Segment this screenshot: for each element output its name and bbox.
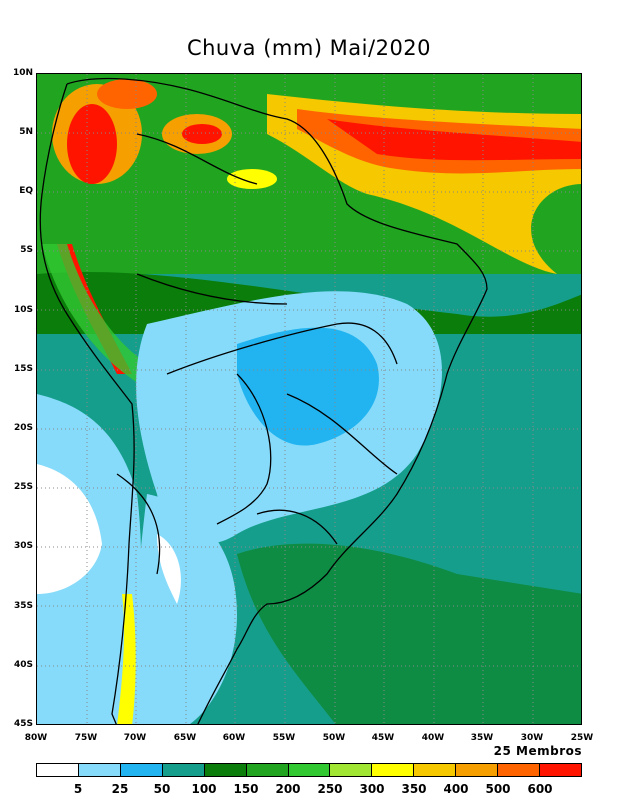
colorbar-cell xyxy=(330,764,373,776)
lat-label-5s: 5S xyxy=(20,245,33,255)
map-title: Chuva (mm) Mai/2020 xyxy=(186,36,432,60)
lon-label-35w: 35W xyxy=(470,733,494,743)
colorbar-label: 350 xyxy=(401,782,427,796)
coastline xyxy=(39,77,488,724)
colorbar-label: 100 xyxy=(191,782,217,796)
graticule xyxy=(37,74,581,724)
colorbar-cell xyxy=(204,764,247,776)
lon-label-75w: 75W xyxy=(74,733,98,743)
lat-label-eq: EQ xyxy=(19,186,33,196)
colorbar-cell xyxy=(37,764,79,776)
colorbar-cell xyxy=(498,764,541,776)
colorbar-cell xyxy=(120,764,163,776)
lon-label-70w: 70W xyxy=(123,733,147,743)
colorbar-cell xyxy=(288,764,331,776)
lon-label-60w: 60W xyxy=(222,733,246,743)
lat-label-10s: 10S xyxy=(13,305,33,315)
colorbar-label: 5 xyxy=(73,782,83,796)
lon-label-40w: 40W xyxy=(421,733,445,743)
colorbar-label: 25 xyxy=(111,782,129,796)
lon-label-65w: 65W xyxy=(173,733,197,743)
colorbar xyxy=(36,763,582,777)
colorbar-label: 50 xyxy=(153,782,171,796)
colorbar-label: 150 xyxy=(233,782,259,796)
lat-label-25s: 25S xyxy=(13,482,33,492)
colorbar-label: 250 xyxy=(317,782,343,796)
lon-label-55w: 55W xyxy=(272,733,296,743)
lat-label-35s: 35S xyxy=(13,601,33,611)
lon-label-25w: 25W xyxy=(570,733,594,743)
lon-label-80w: 80W xyxy=(24,733,48,743)
colorbar-label: 300 xyxy=(359,782,385,796)
lat-label-15s: 15S xyxy=(13,364,33,374)
lat-label-30s: 30S xyxy=(13,541,33,551)
colorbar-label: 400 xyxy=(443,782,469,796)
lon-label-30w: 30W xyxy=(520,733,544,743)
colorbar-cell xyxy=(78,764,121,776)
colorbar-cell xyxy=(414,764,457,776)
colorbar-cell xyxy=(540,764,581,776)
colorbar-cell xyxy=(246,764,289,776)
lat-label-40s: 40S xyxy=(13,660,33,670)
precipitation-field xyxy=(37,74,581,724)
lon-label-50w: 50W xyxy=(322,733,346,743)
colorbar-cell xyxy=(456,764,499,776)
colorbar-cell xyxy=(162,764,205,776)
precipitation-map xyxy=(36,73,582,725)
lat-label-20s: 20S xyxy=(13,423,33,433)
lat-label-10n: 10N xyxy=(12,68,33,78)
lat-label-5n: 5N xyxy=(19,127,33,137)
colorbar-label: 500 xyxy=(485,782,511,796)
lon-label-45w: 45W xyxy=(371,733,395,743)
members-label: 25 Membros xyxy=(493,744,582,758)
colorbar-cell xyxy=(372,764,415,776)
colorbar-label: 200 xyxy=(275,782,301,796)
colorbar-label: 600 xyxy=(527,782,553,796)
lat-label-45s: 45S xyxy=(13,719,33,729)
